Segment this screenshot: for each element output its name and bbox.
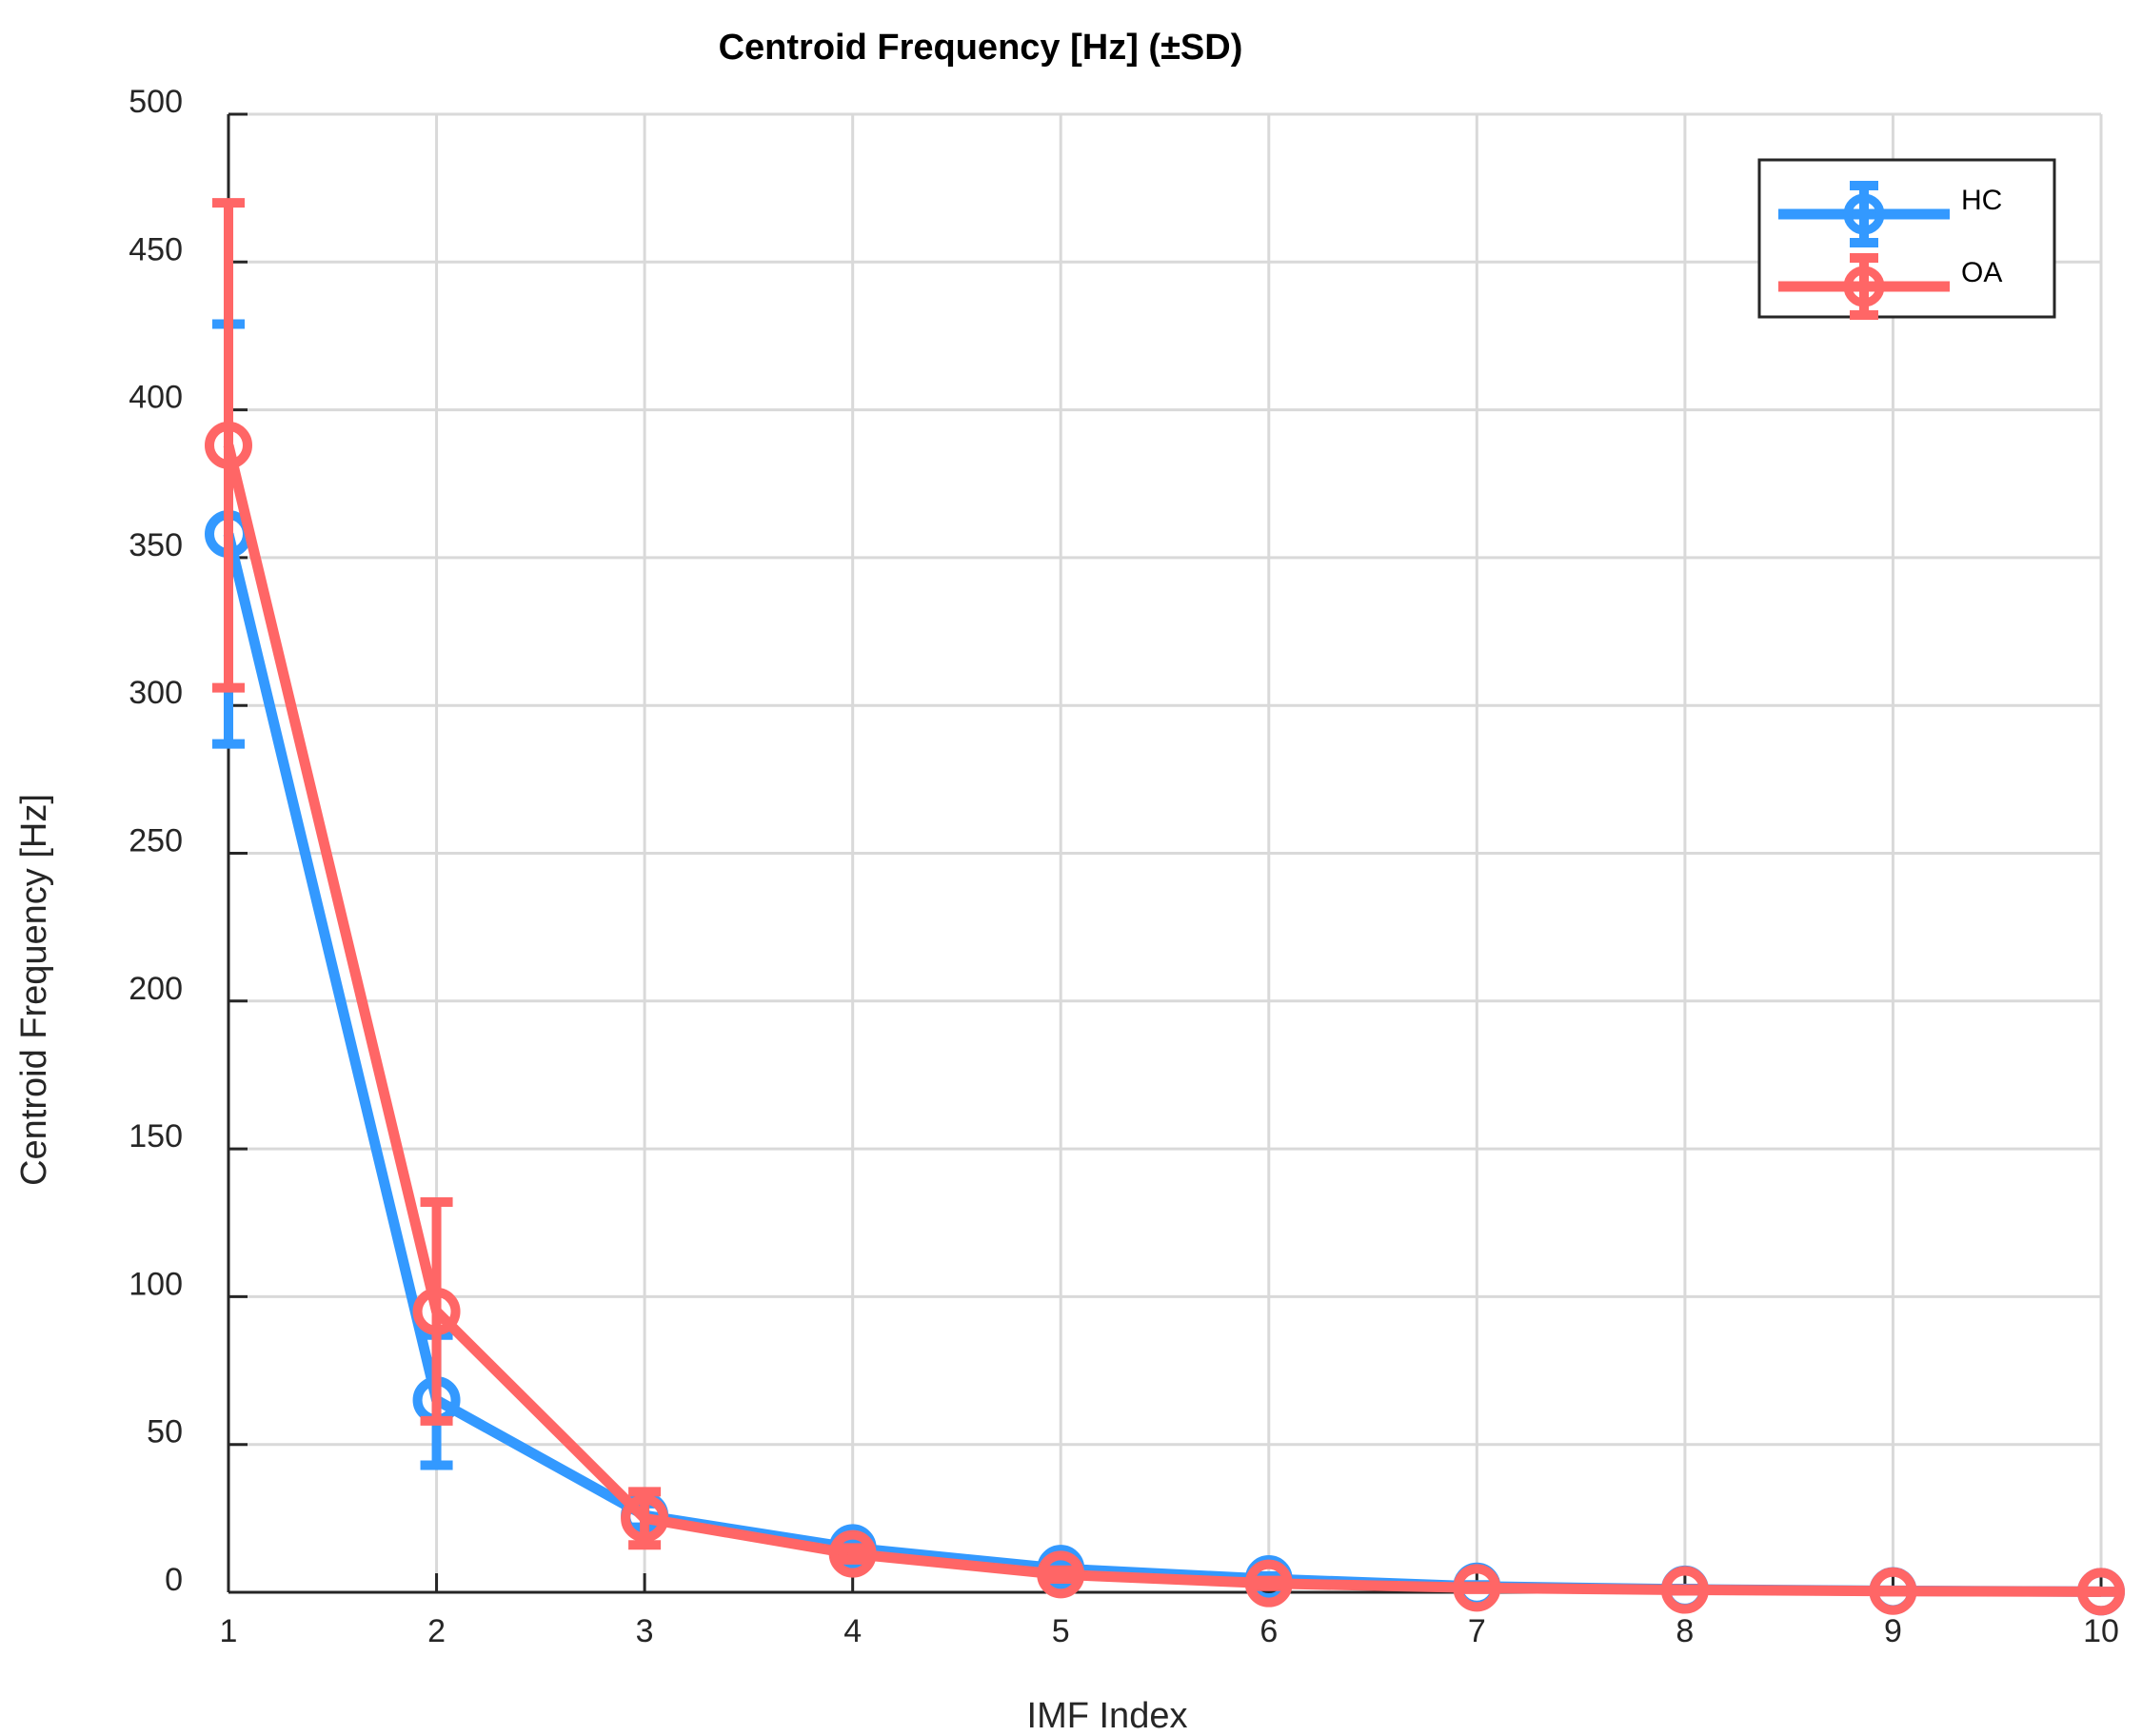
error-bar <box>420 1197 453 1426</box>
y-tick-label: 500 <box>129 84 183 120</box>
data-point <box>621 1494 669 1543</box>
legend-swatch-marker <box>1843 193 1885 235</box>
legend-item-hc: HC <box>1778 181 2002 247</box>
data-series <box>205 198 2125 1616</box>
error-bar <box>1044 1565 1078 1585</box>
y-tick-label: 0 <box>165 1562 183 1598</box>
legend-label: OA <box>1961 257 2002 288</box>
data-point <box>2077 1568 2125 1616</box>
legend-item-oa: OA <box>1778 253 2002 320</box>
series-line-oa <box>223 444 2102 1597</box>
legend-box <box>1757 158 2056 319</box>
y-tick-label: 400 <box>129 380 183 416</box>
data-point <box>412 1287 461 1335</box>
error-bar <box>1876 1586 1910 1597</box>
y-tick-label: 350 <box>129 527 183 563</box>
tick-labels: 1 2 3 4 5 6 7 8 9 1005010015020025030035040045050… <box>129 84 2119 1649</box>
legend: HC OA <box>1757 158 2056 320</box>
y-tick-label: 450 <box>129 231 183 267</box>
data-point <box>1037 1550 1085 1599</box>
data-point <box>1453 1564 1501 1612</box>
y-tick-label: 50 <box>147 1414 183 1450</box>
legend-swatch-marker <box>1843 266 1885 307</box>
legend-label: HC <box>1961 185 2002 216</box>
x-tick-label: 9 <box>1884 1613 1902 1649</box>
x-tick-label: 2 <box>427 1613 446 1649</box>
x-tick-label: 5 <box>1052 1613 1070 1649</box>
data-point <box>828 1529 877 1578</box>
y-tick-label: 200 <box>129 971 183 1007</box>
data-point <box>1869 1567 1917 1615</box>
series-oa <box>205 198 2125 1616</box>
y-tick-label: 150 <box>129 1118 183 1154</box>
y-axis-label: Centroid Frequency [Hz] <box>14 794 54 1186</box>
y-tick-label: 250 <box>129 823 183 859</box>
error-bar <box>212 198 245 693</box>
x-tick-label: 6 <box>1259 1613 1278 1649</box>
x-tick-label: 1 <box>220 1613 238 1649</box>
x-axis-label: IMF Index <box>1027 1696 1188 1736</box>
x-tick-label: 3 <box>636 1613 654 1649</box>
error-bar <box>1252 1575 1285 1591</box>
data-point <box>205 421 252 469</box>
x-tick-label: 10 <box>2083 1613 2119 1649</box>
data-point <box>1244 1559 1293 1608</box>
data-point <box>1660 1566 1709 1614</box>
x-tick-label: 7 <box>1468 1613 1486 1649</box>
error-bar <box>1668 1584 1701 1596</box>
x-tick-label: 4 <box>843 1613 862 1649</box>
x-tick-label: 8 <box>1676 1613 1694 1649</box>
error-bar <box>2085 1587 2117 1597</box>
y-tick-label: 300 <box>129 675 183 711</box>
error-bar <box>1460 1581 1494 1594</box>
error-bar <box>836 1543 869 1565</box>
chart-title: Centroid Frequency [Hz] (±SD) <box>719 28 1243 68</box>
y-tick-label: 100 <box>129 1266 183 1302</box>
